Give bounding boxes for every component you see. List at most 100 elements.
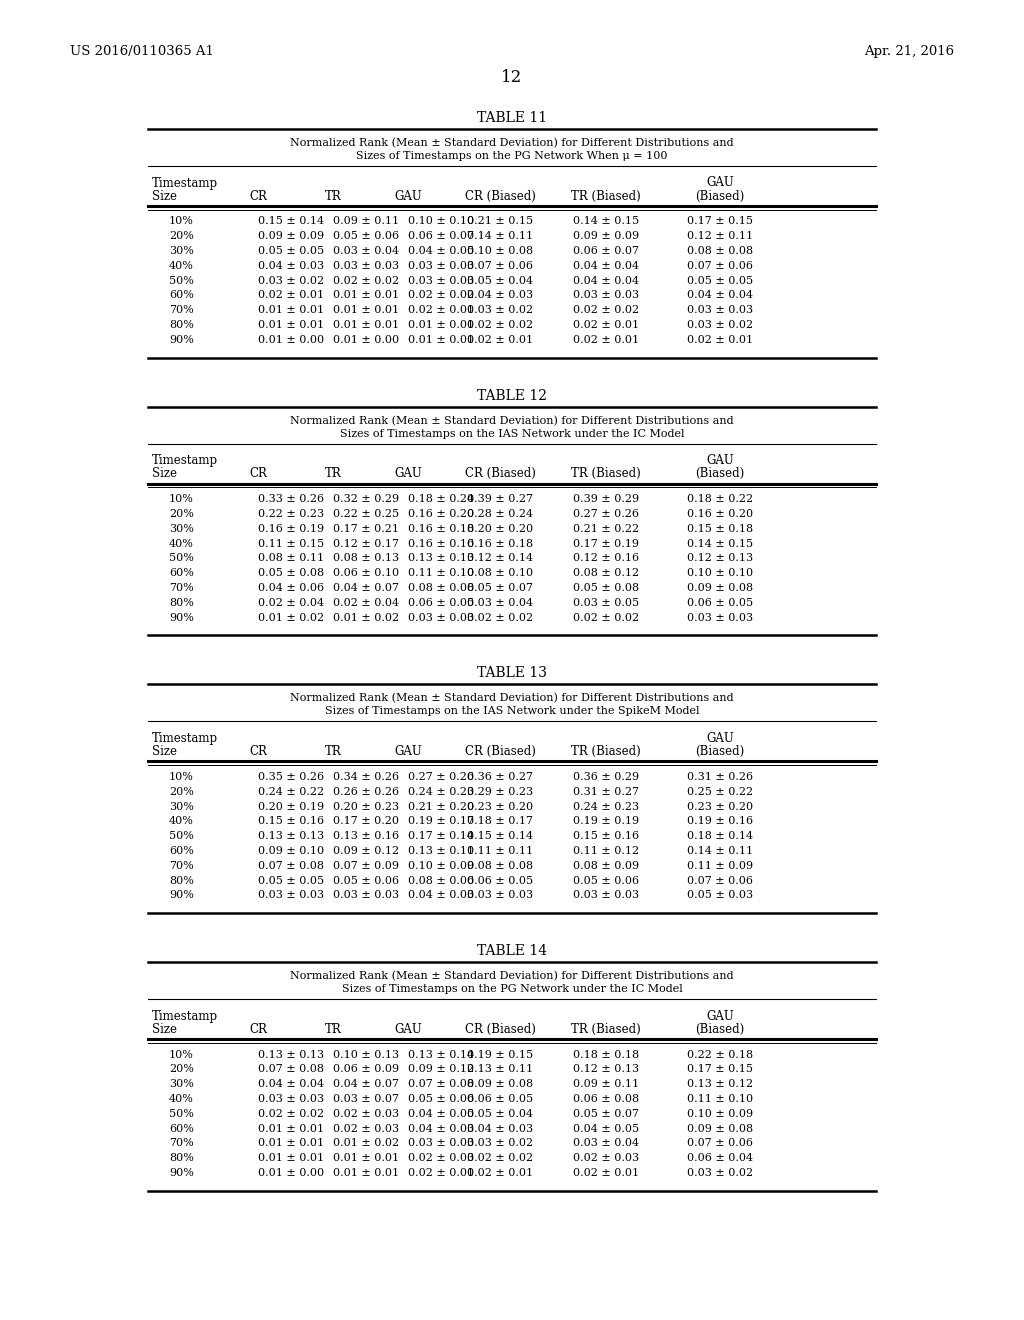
- Text: 0.09 ± 0.11: 0.09 ± 0.11: [333, 216, 399, 227]
- Text: 0.17 ± 0.19: 0.17 ± 0.19: [573, 539, 639, 549]
- Text: 70%: 70%: [169, 861, 194, 871]
- Text: 0.02 ± 0.03: 0.02 ± 0.03: [408, 1154, 474, 1163]
- Text: 0.13 ± 0.13: 0.13 ± 0.13: [408, 553, 474, 564]
- Text: 0.15 ± 0.18: 0.15 ± 0.18: [687, 524, 753, 533]
- Text: Timestamp: Timestamp: [152, 1010, 218, 1023]
- Text: 0.06 ± 0.09: 0.06 ± 0.09: [333, 1064, 399, 1074]
- Text: 0.31 ± 0.27: 0.31 ± 0.27: [573, 787, 639, 797]
- Text: (Biased): (Biased): [695, 190, 744, 202]
- Text: 0.03 ± 0.03: 0.03 ± 0.03: [408, 1138, 474, 1148]
- Text: 0.18 ± 0.17: 0.18 ± 0.17: [467, 816, 534, 826]
- Text: 40%: 40%: [169, 816, 194, 826]
- Text: 0.09 ± 0.09: 0.09 ± 0.09: [258, 231, 325, 242]
- Text: Apr. 21, 2016: Apr. 21, 2016: [864, 45, 954, 58]
- Text: 0.04 ± 0.07: 0.04 ± 0.07: [333, 583, 399, 593]
- Text: Size: Size: [152, 1023, 177, 1036]
- Text: GAU: GAU: [394, 467, 422, 480]
- Text: TR (Biased): TR (Biased): [571, 190, 641, 202]
- Text: 0.03 ± 0.03: 0.03 ± 0.03: [687, 305, 753, 315]
- Text: 90%: 90%: [169, 612, 194, 623]
- Text: (Biased): (Biased): [695, 1023, 744, 1036]
- Text: 0.08 ± 0.08: 0.08 ± 0.08: [467, 861, 534, 871]
- Text: 0.02 ± 0.04: 0.02 ± 0.04: [258, 598, 325, 607]
- Text: 0.15 ± 0.16: 0.15 ± 0.16: [573, 832, 639, 841]
- Text: 0.02 ± 0.01: 0.02 ± 0.01: [573, 1168, 639, 1177]
- Text: 0.04 ± 0.05: 0.04 ± 0.05: [408, 1109, 474, 1119]
- Text: 0.16 ± 0.20: 0.16 ± 0.20: [408, 510, 474, 519]
- Text: 0.10 ± 0.09: 0.10 ± 0.09: [408, 861, 474, 871]
- Text: 20%: 20%: [169, 1064, 194, 1074]
- Text: 0.08 ± 0.09: 0.08 ± 0.09: [573, 861, 639, 871]
- Text: 0.16 ± 0.18: 0.16 ± 0.18: [408, 524, 474, 533]
- Text: 0.02 ± 0.01: 0.02 ± 0.01: [573, 335, 639, 345]
- Text: 0.10 ± 0.10: 0.10 ± 0.10: [408, 216, 474, 227]
- Text: 0.11 ± 0.10: 0.11 ± 0.10: [408, 568, 474, 578]
- Text: 50%: 50%: [169, 832, 194, 841]
- Text: 0.03 ± 0.03: 0.03 ± 0.03: [408, 276, 474, 285]
- Text: 0.01 ± 0.01: 0.01 ± 0.01: [333, 290, 399, 301]
- Text: 0.04 ± 0.04: 0.04 ± 0.04: [573, 261, 639, 271]
- Text: 0.03 ± 0.03: 0.03 ± 0.03: [333, 261, 399, 271]
- Text: 0.36 ± 0.27: 0.36 ± 0.27: [467, 772, 534, 781]
- Text: 0.03 ± 0.02: 0.03 ± 0.02: [258, 276, 325, 285]
- Text: 0.13 ± 0.14: 0.13 ± 0.14: [408, 1049, 474, 1060]
- Text: 80%: 80%: [169, 875, 194, 886]
- Text: 0.12 ± 0.13: 0.12 ± 0.13: [573, 1064, 639, 1074]
- Text: 0.02 ± 0.01: 0.02 ± 0.01: [258, 290, 325, 301]
- Text: 40%: 40%: [169, 261, 194, 271]
- Text: 0.03 ± 0.03: 0.03 ± 0.03: [258, 1094, 325, 1104]
- Text: 0.01 ± 0.01: 0.01 ± 0.01: [258, 305, 325, 315]
- Text: 0.05 ± 0.08: 0.05 ± 0.08: [573, 583, 639, 593]
- Text: 0.05 ± 0.03: 0.05 ± 0.03: [687, 890, 753, 900]
- Text: 0.02 ± 0.02: 0.02 ± 0.02: [467, 321, 534, 330]
- Text: 0.07 ± 0.06: 0.07 ± 0.06: [467, 261, 534, 271]
- Text: CR (Biased): CR (Biased): [465, 744, 536, 758]
- Text: TR: TR: [325, 467, 341, 480]
- Text: 0.24 ± 0.23: 0.24 ± 0.23: [408, 787, 474, 797]
- Text: 0.15 ± 0.14: 0.15 ± 0.14: [467, 832, 534, 841]
- Text: Size: Size: [152, 190, 177, 202]
- Text: 0.13 ± 0.12: 0.13 ± 0.12: [687, 1080, 753, 1089]
- Text: 50%: 50%: [169, 1109, 194, 1119]
- Text: 0.29 ± 0.23: 0.29 ± 0.23: [467, 787, 534, 797]
- Text: 0.12 ± 0.14: 0.12 ± 0.14: [467, 553, 534, 564]
- Text: 0.13 ± 0.13: 0.13 ± 0.13: [258, 1049, 325, 1060]
- Text: 0.23 ± 0.20: 0.23 ± 0.20: [467, 801, 534, 812]
- Text: 0.15 ± 0.14: 0.15 ± 0.14: [258, 216, 325, 227]
- Text: Timestamp: Timestamp: [152, 731, 218, 744]
- Text: 0.06 ± 0.05: 0.06 ± 0.05: [687, 598, 753, 607]
- Text: 0.03 ± 0.03: 0.03 ± 0.03: [573, 290, 639, 301]
- Text: 0.01 ± 0.02: 0.01 ± 0.02: [333, 1138, 399, 1148]
- Text: 0.36 ± 0.29: 0.36 ± 0.29: [573, 772, 639, 781]
- Text: 0.08 ± 0.13: 0.08 ± 0.13: [333, 553, 399, 564]
- Text: TR: TR: [325, 1023, 341, 1036]
- Text: 0.27 ± 0.26: 0.27 ± 0.26: [573, 510, 639, 519]
- Text: 0.16 ± 0.19: 0.16 ± 0.19: [258, 524, 325, 533]
- Text: 30%: 30%: [169, 801, 194, 812]
- Text: 0.14 ± 0.15: 0.14 ± 0.15: [573, 216, 639, 227]
- Text: 0.05 ± 0.06: 0.05 ± 0.06: [333, 875, 399, 886]
- Text: 0.09 ± 0.10: 0.09 ± 0.10: [258, 846, 325, 855]
- Text: 10%: 10%: [169, 494, 194, 504]
- Text: 0.10 ± 0.08: 0.10 ± 0.08: [467, 246, 534, 256]
- Text: 0.03 ± 0.03: 0.03 ± 0.03: [687, 612, 753, 623]
- Text: Sizes of Timestamps on the PG Network under the IC Model: Sizes of Timestamps on the PG Network un…: [342, 985, 682, 994]
- Text: TR (Biased): TR (Biased): [571, 1023, 641, 1036]
- Text: 0.03 ± 0.05: 0.03 ± 0.05: [573, 598, 639, 607]
- Text: 0.14 ± 0.11: 0.14 ± 0.11: [687, 846, 753, 855]
- Text: 0.02 ± 0.02: 0.02 ± 0.02: [258, 1109, 325, 1119]
- Text: 0.03 ± 0.03: 0.03 ± 0.03: [408, 612, 474, 623]
- Text: 0.24 ± 0.22: 0.24 ± 0.22: [258, 787, 325, 797]
- Text: 0.35 ± 0.26: 0.35 ± 0.26: [258, 772, 325, 781]
- Text: 0.01 ± 0.00: 0.01 ± 0.00: [258, 1168, 325, 1177]
- Text: 0.39 ± 0.29: 0.39 ± 0.29: [573, 494, 639, 504]
- Text: 0.03 ± 0.04: 0.03 ± 0.04: [573, 1138, 639, 1148]
- Text: 0.04 ± 0.03: 0.04 ± 0.03: [467, 290, 534, 301]
- Text: 0.05 ± 0.04: 0.05 ± 0.04: [467, 1109, 534, 1119]
- Text: 10%: 10%: [169, 772, 194, 781]
- Text: 0.17 ± 0.14: 0.17 ± 0.14: [408, 832, 474, 841]
- Text: 12: 12: [502, 70, 522, 87]
- Text: 0.04 ± 0.04: 0.04 ± 0.04: [573, 276, 639, 285]
- Text: CR: CR: [249, 190, 267, 202]
- Text: 0.02 ± 0.02: 0.02 ± 0.02: [333, 276, 399, 285]
